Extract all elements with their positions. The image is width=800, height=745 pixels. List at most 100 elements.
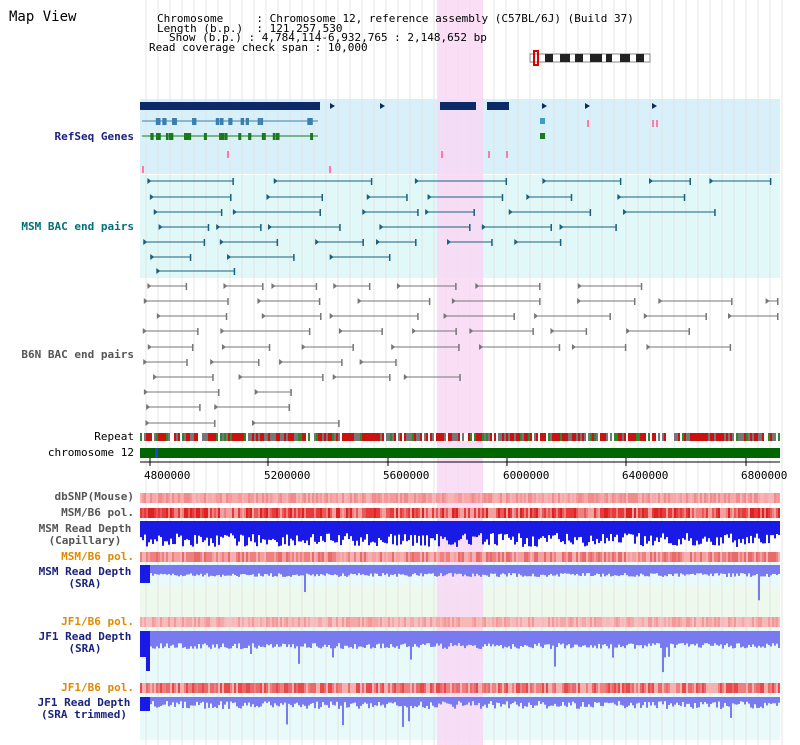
bac-end <box>458 344 460 351</box>
heat-segment <box>560 508 562 518</box>
heat-segment <box>616 552 618 562</box>
repeat-segment <box>514 433 516 441</box>
track-label-chromosome[interactable]: chromosome 12 <box>47 446 134 459</box>
depth-bar <box>412 631 414 647</box>
heat-segment <box>708 493 710 503</box>
depth-bar <box>736 697 738 705</box>
repeat-segment <box>584 433 586 441</box>
depth-bar <box>648 565 650 577</box>
track-label-msm-depth-capillary[interactable]: MSM Read Depth (Capillary) <box>34 523 136 547</box>
heat-segment <box>182 617 184 627</box>
heat-segment <box>268 683 270 693</box>
heat-segment <box>698 552 700 562</box>
heat-segment <box>664 552 666 562</box>
track-label-jf1-depth-sra[interactable]: JF1 Read Depth (SRA) <box>34 631 136 655</box>
heat-segment <box>330 617 332 627</box>
heat-segment <box>196 493 198 503</box>
track-label-refseq[interactable]: RefSeq Genes <box>54 130 134 143</box>
heat-segment <box>170 683 172 693</box>
track-label-msm-depth-sra[interactable]: MSM Read Depth (SRA) <box>34 566 136 590</box>
depth-bar <box>530 565 532 577</box>
heat-segment <box>742 617 744 627</box>
heat-segment <box>422 552 424 562</box>
heat-segment <box>484 493 486 503</box>
depth-bar <box>778 631 780 649</box>
heat-segment <box>488 508 490 518</box>
repeat-segment <box>766 433 768 441</box>
heat-segment <box>526 683 528 693</box>
repeat-segment <box>700 433 702 441</box>
depth-bar <box>300 565 302 576</box>
heat-segment <box>474 683 476 693</box>
heat-segment <box>770 617 772 627</box>
depth-bar <box>140 521 142 538</box>
heat-segment <box>744 617 746 627</box>
track-label-jf1-b6-pol[interactable]: JF1/B6 pol. <box>61 615 134 628</box>
heat-segment <box>214 617 216 627</box>
repeat-segment <box>328 433 330 441</box>
heat-segment <box>240 683 242 693</box>
depth-bar <box>500 631 502 645</box>
track-label-dbsnp[interactable]: dbSNP(Mouse) <box>54 490 134 503</box>
depth-bar <box>340 697 342 706</box>
depth-bar <box>382 521 384 543</box>
bac-end <box>214 404 219 410</box>
heat-segment <box>270 617 272 627</box>
depth-bar <box>174 565 176 576</box>
depth-bar <box>774 521 776 539</box>
repeat-segment <box>588 433 590 441</box>
depth-bar <box>758 565 760 601</box>
heat-segment <box>198 683 200 693</box>
track-label-repeat[interactable]: Repeat <box>94 430 134 443</box>
heat-segment <box>196 508 198 518</box>
heat-segment <box>620 552 622 562</box>
depth-bar <box>680 697 682 707</box>
depth-bar <box>482 697 484 707</box>
depth-bar <box>576 521 578 541</box>
depth-bar <box>420 521 422 546</box>
depth-bar <box>352 521 354 541</box>
track-label-msm-b6-pol-2[interactable]: MSM/B6 pol. <box>61 550 134 563</box>
heat-segment <box>776 617 778 627</box>
depth-bar <box>406 697 408 708</box>
heat-segment <box>724 552 726 562</box>
depth-bar <box>632 697 634 706</box>
repeat-segment <box>190 433 192 441</box>
track-label-msm-b6-pol[interactable]: MSM/B6 pol. <box>61 506 134 519</box>
heat-segment <box>748 552 750 562</box>
depth-bar <box>522 521 524 547</box>
depth-bar <box>526 697 528 707</box>
depth-bar <box>566 697 568 707</box>
heat-segment <box>278 683 280 693</box>
heat-segment <box>522 683 524 693</box>
heat-segment <box>622 617 624 627</box>
depth-bar <box>374 631 376 649</box>
heat-segment <box>644 508 646 518</box>
depth-bar <box>764 565 766 577</box>
repeat-segment <box>754 433 756 441</box>
heat-segment <box>328 508 330 518</box>
heat-segment <box>444 617 446 627</box>
track-label-jf1-b6-pol-2[interactable]: JF1/B6 pol. <box>61 681 134 694</box>
heat-segment <box>486 508 488 518</box>
track-label-msm-bac[interactable]: MSM BAC end pairs <box>21 220 134 233</box>
track-label-b6n-bac[interactable]: B6N BAC end pairs <box>21 348 134 361</box>
bac-end <box>308 328 311 335</box>
heat-segment <box>654 683 656 693</box>
heat-segment <box>344 617 346 627</box>
heat-segment <box>192 683 194 693</box>
depth-bar <box>430 521 432 539</box>
track-label-jf1-depth-trimmed[interactable]: JF1 Read Depth (SRA trimmed) <box>28 697 140 721</box>
heat-segment <box>504 508 506 518</box>
repeat-segment <box>542 433 544 441</box>
heat-segment <box>540 493 542 503</box>
depth-bar <box>712 631 714 646</box>
depth-bar <box>424 631 426 645</box>
heat-segment <box>410 552 412 562</box>
depth-bar <box>522 631 524 647</box>
depth-bar <box>532 521 534 537</box>
repeat-segment <box>416 433 418 441</box>
depth-bar <box>562 631 564 644</box>
heat-segment <box>606 508 608 518</box>
